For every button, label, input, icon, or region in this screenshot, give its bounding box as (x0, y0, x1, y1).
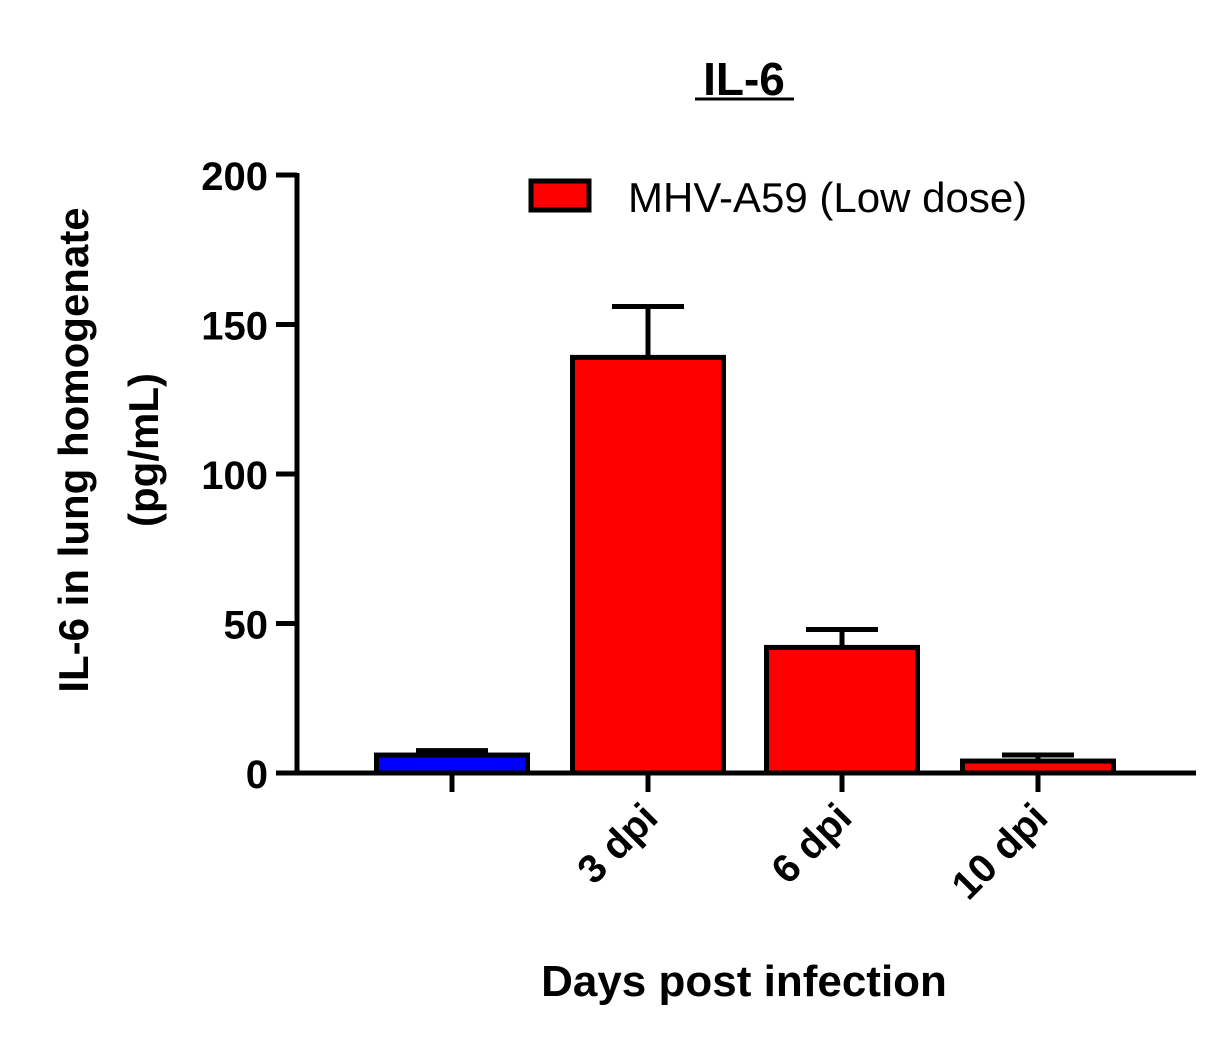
x-axis-label: Days post infection (541, 957, 947, 1006)
y-tick-label: 100 (201, 454, 268, 498)
x-tick-label: 3 dpi (569, 795, 666, 892)
bar-control (374, 752, 530, 776)
legend-swatch (528, 178, 592, 213)
x-ticks: 3 dpi 6 dpi 10 dpi (449, 773, 1057, 908)
y-tick-label: 200 (201, 155, 268, 199)
bar-10-dpi (960, 758, 1116, 776)
y-ticks: 0 50 100 150 200 (201, 155, 297, 797)
x-tick-label: 10 dpi (944, 795, 1057, 908)
y-axis-label-line1: IL-6 in lung homogenate (50, 207, 97, 692)
bars (374, 304, 1116, 776)
x-tick-label: 6 dpi (763, 795, 860, 892)
bar-6-dpi (764, 644, 920, 776)
chart-title: IL-6 (703, 53, 785, 105)
y-axis-label-line2: (pg/mL) (120, 373, 167, 527)
y-tick-label: 0 (246, 753, 268, 797)
bar-3-dpi (570, 354, 726, 776)
y-tick-label: 50 (224, 604, 269, 648)
legend-label: MHV-A59 (Low dose) (628, 174, 1027, 221)
legend: MHV-A59 (Low dose) (528, 174, 1027, 221)
y-tick-label: 150 (201, 305, 268, 349)
